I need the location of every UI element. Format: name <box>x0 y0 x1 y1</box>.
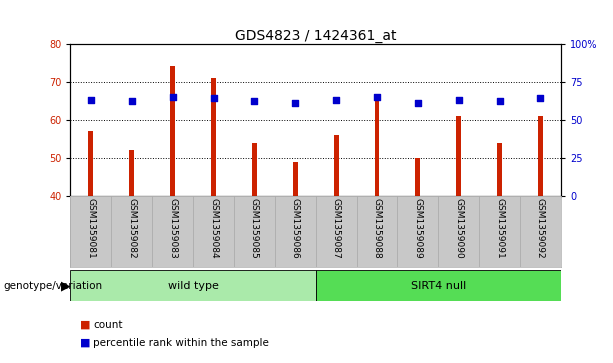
Bar <box>316 270 561 301</box>
Bar <box>170 66 175 196</box>
Bar <box>316 196 357 267</box>
Bar <box>438 196 479 267</box>
Bar <box>397 196 438 267</box>
Point <box>495 99 504 105</box>
Bar <box>456 116 461 196</box>
Text: count: count <box>93 320 123 330</box>
Text: GSM1359084: GSM1359084 <box>209 198 218 259</box>
Bar <box>88 131 93 196</box>
Bar <box>479 196 520 267</box>
Text: GSM1359083: GSM1359083 <box>168 198 177 259</box>
Bar <box>70 270 316 301</box>
Bar <box>129 150 134 196</box>
Text: wild type: wild type <box>168 281 218 291</box>
Point <box>454 97 463 103</box>
Point <box>372 94 382 100</box>
Point <box>127 99 137 105</box>
Text: percentile rank within the sample: percentile rank within the sample <box>93 338 269 348</box>
Bar <box>70 196 112 267</box>
Text: ■: ■ <box>80 320 90 330</box>
Point <box>86 97 96 103</box>
Text: ■: ■ <box>80 338 90 348</box>
Bar <box>293 162 298 196</box>
Title: GDS4823 / 1424361_at: GDS4823 / 1424361_at <box>235 29 397 42</box>
Bar <box>416 158 421 196</box>
Bar <box>234 196 275 267</box>
Bar <box>252 143 257 196</box>
Point <box>168 94 178 100</box>
Bar <box>538 116 543 196</box>
Bar <box>497 143 502 196</box>
Text: GSM1359087: GSM1359087 <box>332 198 341 259</box>
Text: GSM1359082: GSM1359082 <box>128 198 136 259</box>
Point <box>249 99 259 105</box>
Text: GSM1359091: GSM1359091 <box>495 198 504 259</box>
Text: GSM1359085: GSM1359085 <box>250 198 259 259</box>
Text: GSM1359090: GSM1359090 <box>454 198 463 259</box>
Bar <box>152 196 193 267</box>
Text: GSM1359089: GSM1359089 <box>413 198 422 259</box>
Text: GSM1359086: GSM1359086 <box>291 198 300 259</box>
Point <box>208 95 218 101</box>
Text: GSM1359092: GSM1359092 <box>536 198 545 259</box>
Point <box>291 100 300 106</box>
Text: GSM1359088: GSM1359088 <box>373 198 381 259</box>
Bar <box>211 78 216 196</box>
Text: GSM1359081: GSM1359081 <box>86 198 96 259</box>
Bar <box>357 196 397 267</box>
Point <box>331 97 341 103</box>
Bar <box>275 196 316 267</box>
Bar <box>520 196 561 267</box>
Bar <box>193 196 234 267</box>
Text: ▶: ▶ <box>61 280 71 292</box>
Point <box>536 95 546 101</box>
Bar <box>333 135 338 196</box>
Bar <box>375 101 379 196</box>
Point <box>413 100 423 106</box>
Bar <box>112 196 152 267</box>
Text: genotype/variation: genotype/variation <box>3 281 102 291</box>
Text: SIRT4 null: SIRT4 null <box>411 281 466 291</box>
